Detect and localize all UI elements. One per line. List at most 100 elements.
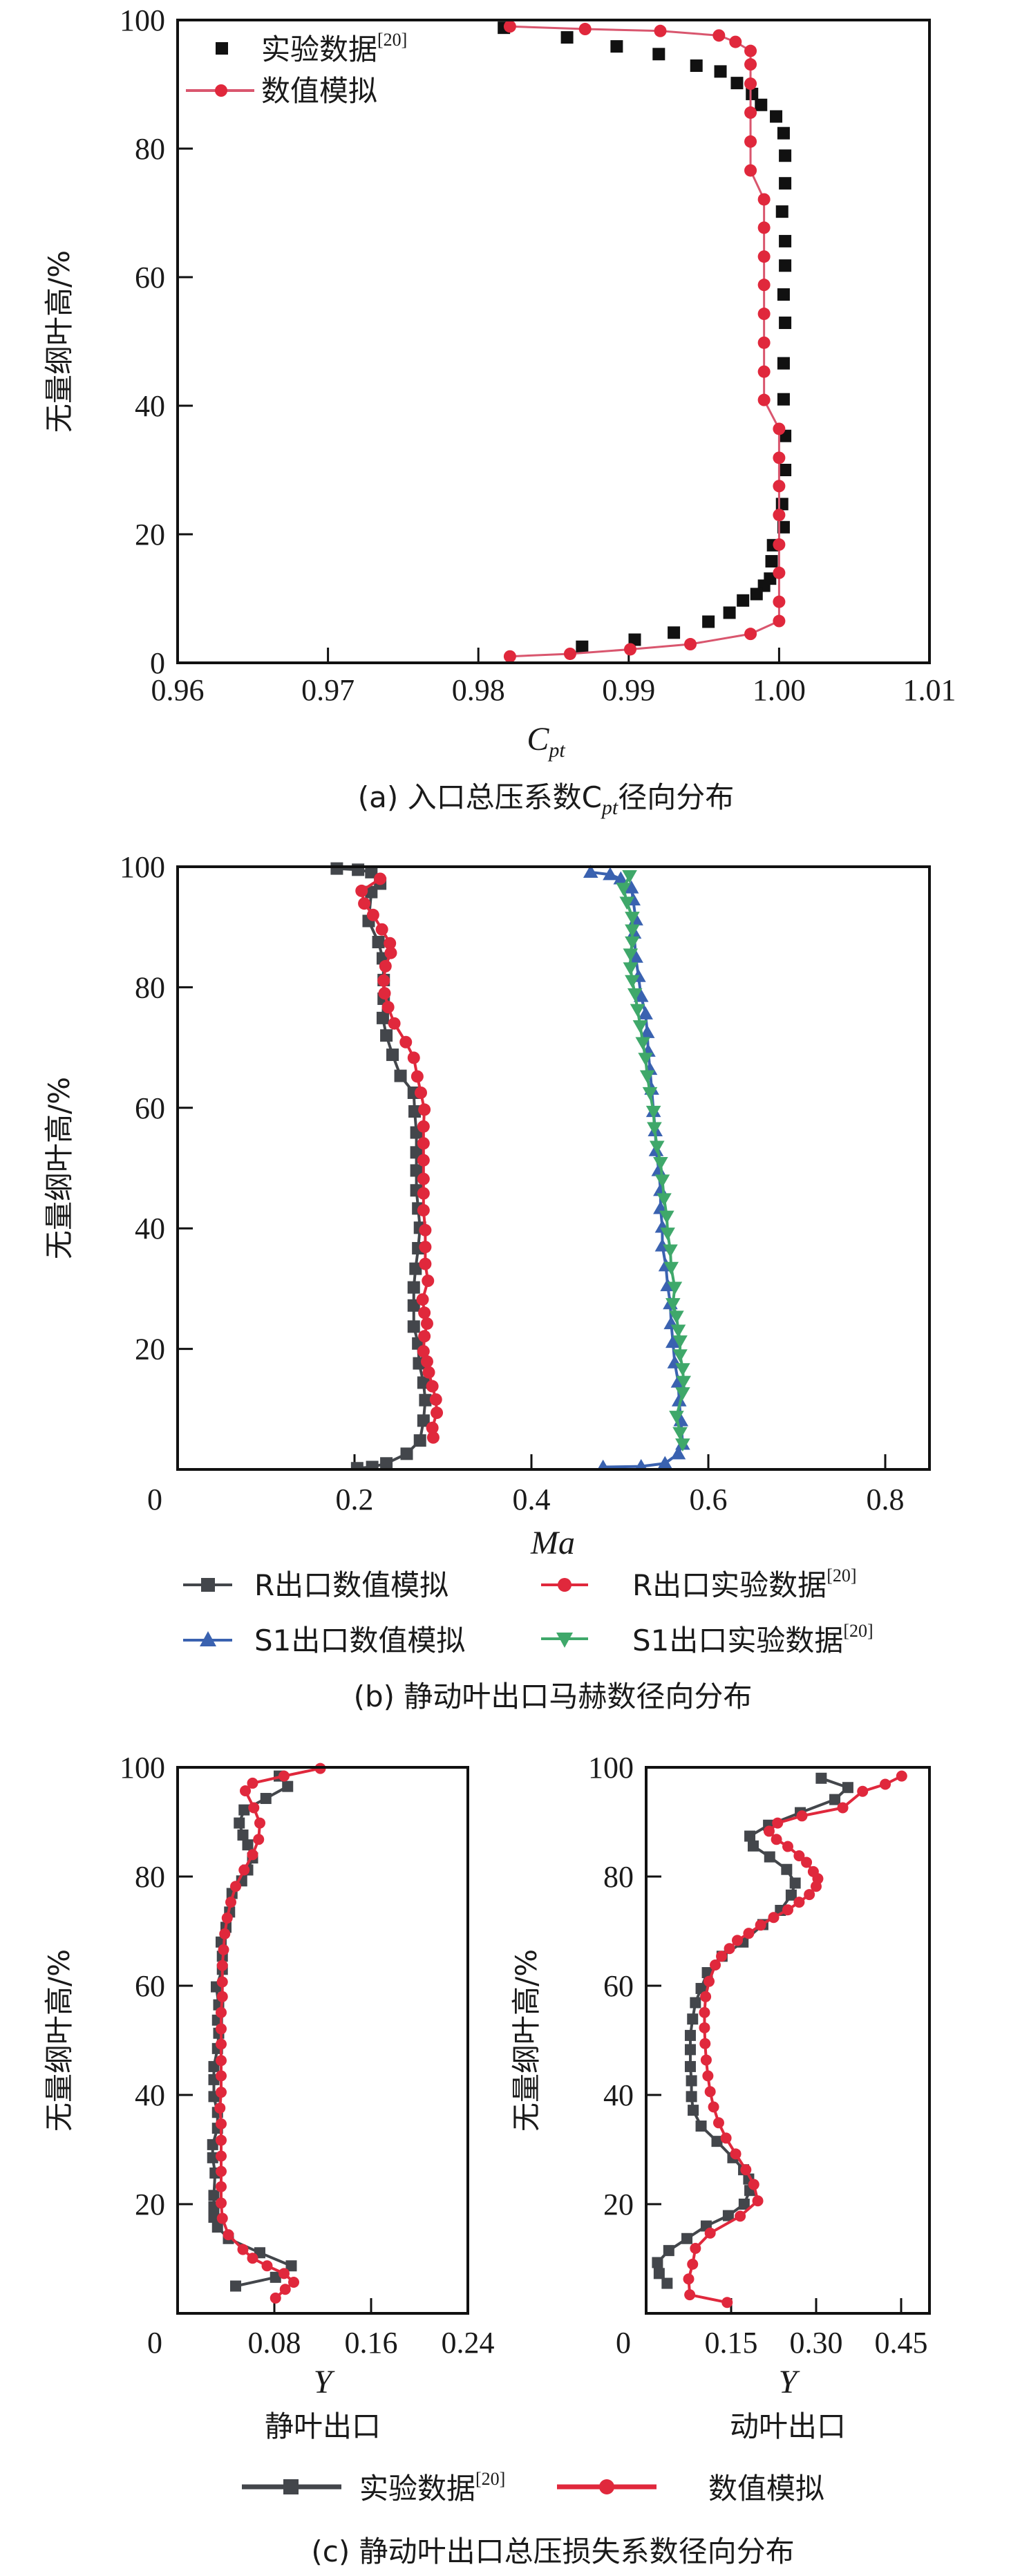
data-point bbox=[777, 393, 790, 406]
data-point bbox=[672, 1335, 688, 1349]
data-point bbox=[372, 936, 385, 948]
data-point bbox=[366, 908, 379, 921]
data-point bbox=[627, 988, 643, 1002]
data-point bbox=[208, 2211, 220, 2223]
data-point bbox=[669, 1310, 684, 1324]
data-point bbox=[639, 1070, 655, 1084]
data-point bbox=[699, 2022, 710, 2033]
data-point bbox=[623, 962, 639, 976]
data-point bbox=[214, 2102, 226, 2114]
data-point bbox=[684, 2029, 696, 2041]
data-point bbox=[695, 2121, 707, 2132]
data-point bbox=[418, 1330, 431, 1343]
data-point bbox=[730, 2148, 742, 2160]
data-point bbox=[431, 1407, 444, 1420]
data-point bbox=[386, 1049, 399, 1062]
plot-area bbox=[498, 20, 792, 663]
plot-frame bbox=[176, 19, 931, 664]
data-point bbox=[247, 2253, 258, 2264]
data-point bbox=[796, 1810, 808, 1822]
data-point bbox=[355, 884, 368, 897]
data-point bbox=[603, 867, 618, 881]
data-point bbox=[744, 44, 757, 57]
data-point bbox=[708, 2101, 719, 2113]
x-tick-label: 0.2 bbox=[336, 1483, 374, 1516]
data-point bbox=[560, 31, 574, 44]
data-point bbox=[777, 288, 790, 301]
chart-a-xlabel: Cpt bbox=[527, 721, 565, 762]
data-point bbox=[216, 2006, 227, 2018]
data-point bbox=[216, 2197, 227, 2209]
data-point bbox=[811, 1881, 822, 1892]
y-tick-label: 60 bbox=[603, 1969, 634, 2003]
data-point bbox=[757, 336, 771, 349]
data-point bbox=[690, 2242, 701, 2254]
data-point bbox=[377, 974, 390, 987]
data-point bbox=[616, 883, 631, 896]
data-point bbox=[261, 2260, 273, 2272]
y-tick-label: 20 bbox=[135, 2188, 165, 2221]
data-point bbox=[672, 1349, 688, 1363]
data-point bbox=[420, 1355, 433, 1368]
data-point bbox=[230, 1881, 241, 1892]
data-point bbox=[777, 126, 790, 140]
data-point bbox=[578, 23, 592, 36]
data-point bbox=[773, 538, 786, 551]
data-point bbox=[384, 937, 397, 950]
data-point bbox=[702, 615, 715, 628]
data-point bbox=[632, 1020, 648, 1034]
chart-c-left-xlabel: Y bbox=[314, 2364, 335, 2400]
data-point bbox=[358, 897, 371, 910]
data-point bbox=[721, 2297, 733, 2309]
data-point bbox=[216, 1976, 228, 1988]
data-point bbox=[723, 606, 736, 619]
data-point bbox=[768, 1912, 780, 1924]
data-point bbox=[645, 1105, 661, 1119]
data-point bbox=[237, 2244, 249, 2255]
x-tick-label: 0.6 bbox=[690, 1483, 728, 1516]
data-point bbox=[410, 1164, 423, 1177]
data-point bbox=[270, 2292, 281, 2304]
data-point bbox=[744, 628, 757, 641]
data-point bbox=[654, 1174, 670, 1188]
data-point bbox=[407, 1281, 420, 1294]
data-point bbox=[426, 1421, 439, 1434]
data-point bbox=[270, 2271, 281, 2283]
data-point bbox=[247, 1849, 258, 1861]
data-point bbox=[779, 259, 792, 272]
data-point bbox=[242, 1839, 254, 1851]
data-point bbox=[672, 1427, 688, 1440]
data-point bbox=[216, 2134, 227, 2146]
data-point bbox=[422, 1275, 435, 1288]
data-point bbox=[763, 1825, 775, 1837]
data-point bbox=[764, 1851, 775, 1863]
x-tick-label: 0.8 bbox=[867, 1483, 905, 1516]
data-point bbox=[687, 2013, 699, 2025]
data-point bbox=[668, 626, 681, 639]
data-point bbox=[407, 1299, 420, 1312]
data-point bbox=[628, 633, 641, 646]
series-0 bbox=[330, 862, 432, 1469]
x-tick-label: 0.99 bbox=[602, 673, 655, 707]
chart-c-caption: (c) 静动叶出口总压损失系数径向分布 bbox=[311, 2535, 794, 2568]
data-point bbox=[779, 177, 792, 190]
y-tick-label: 40 bbox=[135, 1212, 165, 1245]
data-point bbox=[208, 2190, 220, 2201]
data-point bbox=[376, 1011, 389, 1024]
data-point bbox=[670, 1324, 686, 1338]
data-point bbox=[622, 869, 637, 883]
data-point bbox=[417, 1187, 430, 1200]
x-tick-label: 0 bbox=[147, 1483, 162, 1516]
x-tick-label: 0 bbox=[147, 2326, 162, 2360]
legend-label: S1出口数值模拟 bbox=[254, 1624, 465, 1657]
y-tick-label: 100 bbox=[120, 1751, 165, 1785]
data-point bbox=[773, 595, 786, 608]
data-point bbox=[416, 1293, 429, 1306]
x-tick-label: 0.16 bbox=[345, 2326, 398, 2360]
legend-label: R出口实验数据[20] bbox=[632, 1566, 857, 1602]
data-point bbox=[638, 1006, 653, 1019]
data-point bbox=[665, 1298, 681, 1311]
y-tick-label: 80 bbox=[135, 970, 165, 1004]
data-point bbox=[248, 1802, 260, 1814]
data-point bbox=[254, 1817, 265, 1829]
